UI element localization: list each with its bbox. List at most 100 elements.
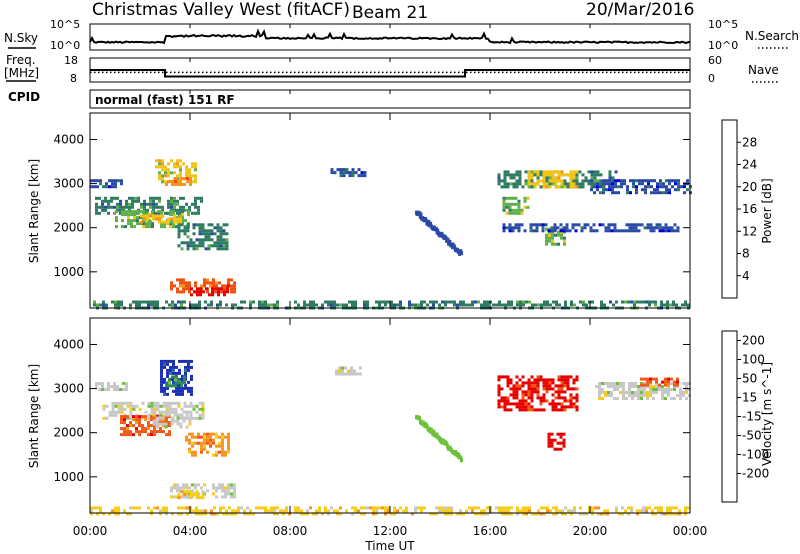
heatmap-cell xyxy=(309,303,312,307)
heatmap-cell xyxy=(116,202,119,206)
heatmap-cell xyxy=(160,389,163,393)
heatmap-cell xyxy=(444,303,447,307)
heatmap-cell xyxy=(195,244,199,248)
heatmap-cell xyxy=(182,495,185,499)
heatmap-cell xyxy=(533,408,537,412)
heatmap-cell xyxy=(557,233,560,237)
heatmap-cell xyxy=(542,381,546,385)
heatmap-cell xyxy=(381,506,384,510)
heatmap-cell xyxy=(512,384,516,388)
heatmap-cell xyxy=(164,180,167,184)
heatmap-cell xyxy=(662,185,665,189)
heatmap-cell xyxy=(540,512,543,516)
heatmap-cell xyxy=(575,375,579,379)
heatmap-cell xyxy=(158,159,161,163)
heatmap-cell xyxy=(573,303,576,307)
heatmap-cell xyxy=(113,205,116,209)
heatmap-cell xyxy=(227,450,230,454)
heatmap-cell xyxy=(420,509,423,513)
heatmap-cell xyxy=(432,300,435,304)
heatmap-cell xyxy=(121,210,124,214)
heatmap-cell xyxy=(557,393,561,397)
heatmap-cell xyxy=(569,399,573,403)
heatmap-cell xyxy=(420,506,423,510)
heatmap-cell xyxy=(500,399,504,403)
heatmap-cell xyxy=(545,236,548,240)
heatmap-cell xyxy=(524,393,528,397)
heatmap-cell xyxy=(511,211,515,215)
heatmap-cell xyxy=(471,303,474,307)
heatmap-cell xyxy=(563,239,566,243)
heatmap-cell xyxy=(504,303,507,307)
heatmap-cell xyxy=(140,220,143,224)
heatmap-cell xyxy=(121,225,124,229)
heatmap-cell xyxy=(567,509,570,513)
heatmap-cell xyxy=(125,199,128,203)
heatmap-cell xyxy=(661,397,664,400)
cpid-label: CPID xyxy=(8,90,40,104)
heatmap-cell xyxy=(184,368,187,372)
heatmap-cell xyxy=(572,185,576,189)
heatmap-cell xyxy=(185,202,188,206)
heatmap-cell xyxy=(497,179,501,183)
heatmap-cell xyxy=(357,174,361,178)
heatmap-cell xyxy=(527,384,531,388)
heatmap-cell xyxy=(174,378,177,382)
heatmap-cell xyxy=(258,303,261,307)
heatmap-cell xyxy=(669,512,672,516)
heatmap-cell xyxy=(651,509,654,513)
heatmap-cell xyxy=(447,512,450,516)
heatmap-cell xyxy=(502,205,506,209)
heatmap-cell xyxy=(553,229,557,233)
heatmap-cell xyxy=(185,438,188,442)
heatmap-cell xyxy=(387,509,390,513)
heatmap-cell xyxy=(655,380,658,384)
heatmap-cell xyxy=(545,170,549,174)
heatmap-cell xyxy=(423,300,426,304)
heatmap-cell xyxy=(105,185,108,189)
heatmap-cell xyxy=(125,382,128,385)
heatmap-cell xyxy=(664,383,667,387)
heatmap-cell xyxy=(189,493,193,497)
heatmap-cell xyxy=(422,420,426,425)
heatmap-cell xyxy=(182,284,185,288)
heatmap-cell xyxy=(184,359,187,363)
heatmap-cell xyxy=(673,388,676,391)
heatmap-cell xyxy=(608,179,611,183)
heatmap-cell xyxy=(168,378,171,382)
heatmap-cell xyxy=(617,179,620,183)
heatmap-cell xyxy=(511,229,515,233)
heatmap-cell xyxy=(453,303,456,307)
heatmap-cell xyxy=(114,185,117,189)
heatmap-cell xyxy=(515,375,519,379)
heatmap-cell xyxy=(622,385,625,388)
heatmap-cell xyxy=(610,394,613,397)
heatmap-cell xyxy=(171,407,175,411)
heatmap-cell xyxy=(282,512,285,516)
heatmap-cell xyxy=(514,211,518,215)
heatmap-cell xyxy=(527,182,531,186)
heatmap-cell xyxy=(209,435,212,439)
heatmap-cell xyxy=(345,509,348,513)
heatmap-cell xyxy=(600,300,603,304)
heatmap-cell xyxy=(637,391,640,394)
heatmap-cell xyxy=(163,389,166,393)
heatmap-cell xyxy=(539,402,543,406)
heatmap-cell xyxy=(163,365,166,369)
heatmap-cell xyxy=(90,179,93,183)
heatmap-cell xyxy=(502,229,506,233)
heatmap-cell xyxy=(155,416,159,420)
heatmap-cell xyxy=(543,300,546,304)
heatmap-cell xyxy=(183,229,187,233)
heatmap-cell xyxy=(137,196,140,200)
heatmap-cell xyxy=(506,173,510,177)
heatmap-cell xyxy=(132,407,136,411)
heatmap-cell xyxy=(173,217,176,221)
heatmap-cell xyxy=(551,179,555,183)
heatmap-cell xyxy=(166,374,169,378)
heatmap-cell xyxy=(207,247,211,251)
heatmap-cell xyxy=(518,176,522,180)
heatmap-cell xyxy=(111,413,115,417)
heatmap-cell xyxy=(637,388,640,391)
heatmap-cell xyxy=(221,453,224,457)
